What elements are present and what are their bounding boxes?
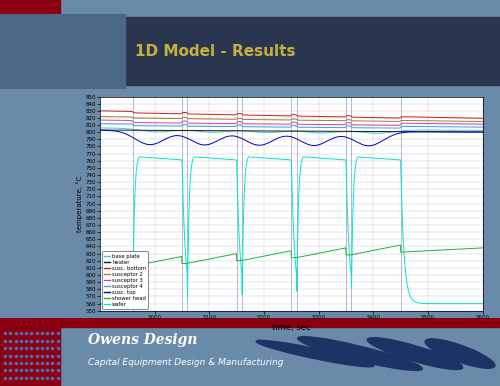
Ellipse shape [425,339,495,368]
Ellipse shape [298,337,422,371]
Text: Capital Equipment Design & Manufacturing: Capital Equipment Design & Manufacturing [88,358,283,367]
Legend: base plate, heater, susc. bottom, susceptor 2, susceptor 3, susceptor 4, susc. t: base plate, heater, susc. bottom, suscep… [102,252,148,309]
Text: 1D Model - Results: 1D Model - Results [135,44,296,59]
Ellipse shape [256,340,374,367]
Y-axis label: temperature, °C: temperature, °C [76,175,82,232]
Bar [0,0,60,14]
Text: Owens Design: Owens Design [88,333,197,347]
Ellipse shape [368,338,462,369]
Bar [0,14,125,89]
X-axis label: time, sec: time, sec [272,323,310,332]
